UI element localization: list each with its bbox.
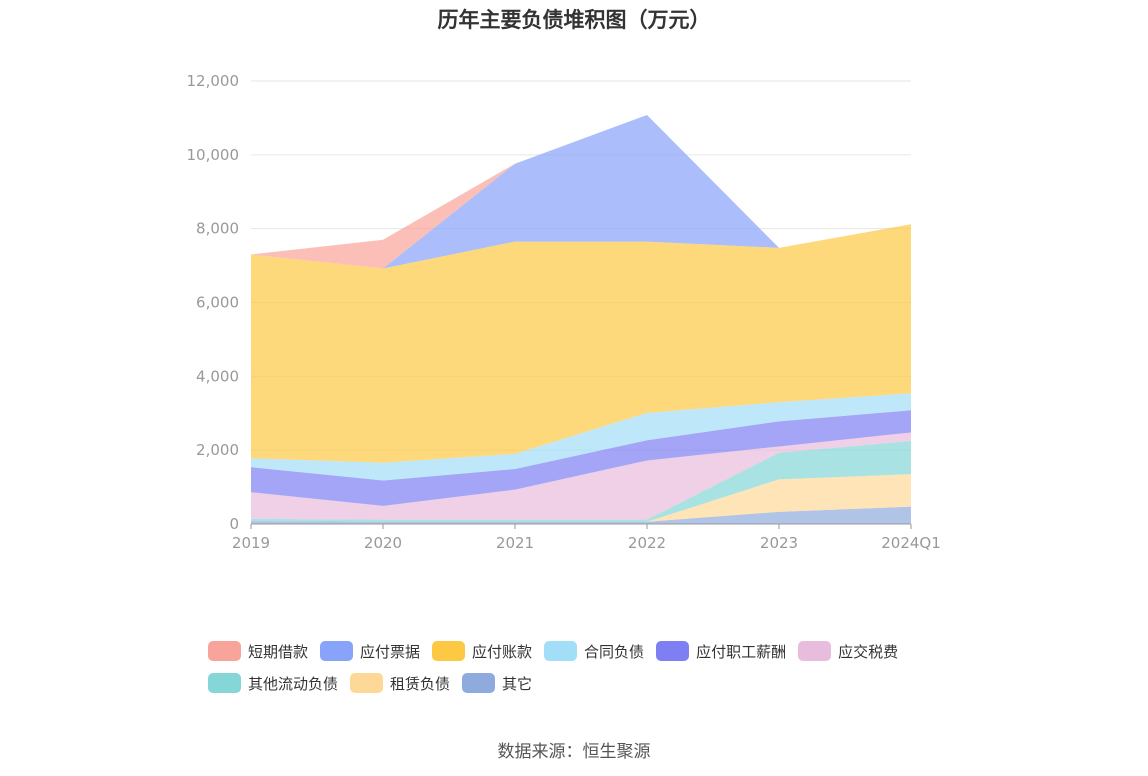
x-tick-label: 2020 xyxy=(364,534,402,552)
x-tick-label: 2022 xyxy=(628,534,666,552)
x-tick-label: 2019 xyxy=(232,534,270,552)
x-tick-label: 2023 xyxy=(760,534,798,552)
legend-swatch xyxy=(656,641,690,661)
area-应付职工薪酬 xyxy=(251,410,911,506)
area-合同负债 xyxy=(251,393,911,481)
legend-label: 应付职工薪酬 xyxy=(696,642,787,661)
legend-label: 应付账款 xyxy=(472,642,533,661)
y-tick-label: 2,000 xyxy=(196,441,239,459)
legend-swatch xyxy=(544,641,578,661)
legend-swatch xyxy=(208,641,241,661)
legend-item[interactable]: 其他流动负债 xyxy=(208,672,338,694)
area-应交税费 xyxy=(251,432,911,520)
y-tick-label: 4,000 xyxy=(196,367,239,385)
stacked-area-chart: 0 2,000 4,000 6,000 8,000 10,000 12,000 2019 202… xyxy=(187,72,941,552)
legend-label: 其它 xyxy=(502,674,533,693)
area-应付票据 xyxy=(251,114,911,269)
legend-item[interactable]: 应交税费 xyxy=(798,640,898,662)
legend-label: 租赁负债 xyxy=(390,674,451,693)
legend-label: 应付票据 xyxy=(360,642,421,661)
legend-item[interactable]: 合同负债 xyxy=(544,640,644,662)
area-短期借款 xyxy=(251,114,911,269)
legend-item[interactable]: 其它 xyxy=(462,672,532,694)
x-tick-label: 2021 xyxy=(496,534,534,552)
chart-title: 历年主要负债堆积图（万元） xyxy=(437,8,711,32)
y-tick-label: 8,000 xyxy=(196,220,239,238)
y-tick-label: 0 xyxy=(229,515,239,533)
legend-label: 其他流动负债 xyxy=(248,674,339,693)
legend-label: 合同负债 xyxy=(584,642,645,661)
area-其它 xyxy=(251,506,911,524)
x-tick-label: 2024Q1 xyxy=(881,534,941,552)
y-tick-label: 10,000 xyxy=(187,146,240,164)
legend-swatch xyxy=(462,673,496,693)
area-应付账款 xyxy=(251,224,911,463)
y-tick-label: 12,000 xyxy=(187,72,240,90)
legend-swatch xyxy=(798,641,832,661)
legend-item[interactable]: 应付账款 xyxy=(432,640,532,662)
legend-item[interactable]: 短期借款 xyxy=(208,640,308,662)
legend-item[interactable]: 应付票据 xyxy=(320,640,420,662)
legend-label: 短期借款 xyxy=(248,642,309,661)
legend-item[interactable]: 租赁负债 xyxy=(350,672,450,694)
data-source: 数据来源：恒生聚源 xyxy=(497,742,651,762)
legend-swatch xyxy=(432,641,466,661)
legend-swatch xyxy=(350,673,384,693)
area-其他流动负债 xyxy=(251,440,911,522)
y-tick-label: 6,000 xyxy=(196,294,239,312)
legend-swatch xyxy=(208,673,241,693)
legend-item[interactable]: 应付职工薪酬 xyxy=(656,640,786,662)
area-租赁负债 xyxy=(251,474,911,522)
chart-legend: 短期借款 应付票据 应付账款 合同负债 应付职工薪酬 应交税费其他流动负债 租赁负债 其它 xyxy=(208,640,968,704)
legend-label: 应交税费 xyxy=(838,642,899,661)
legend-swatch xyxy=(320,641,354,661)
